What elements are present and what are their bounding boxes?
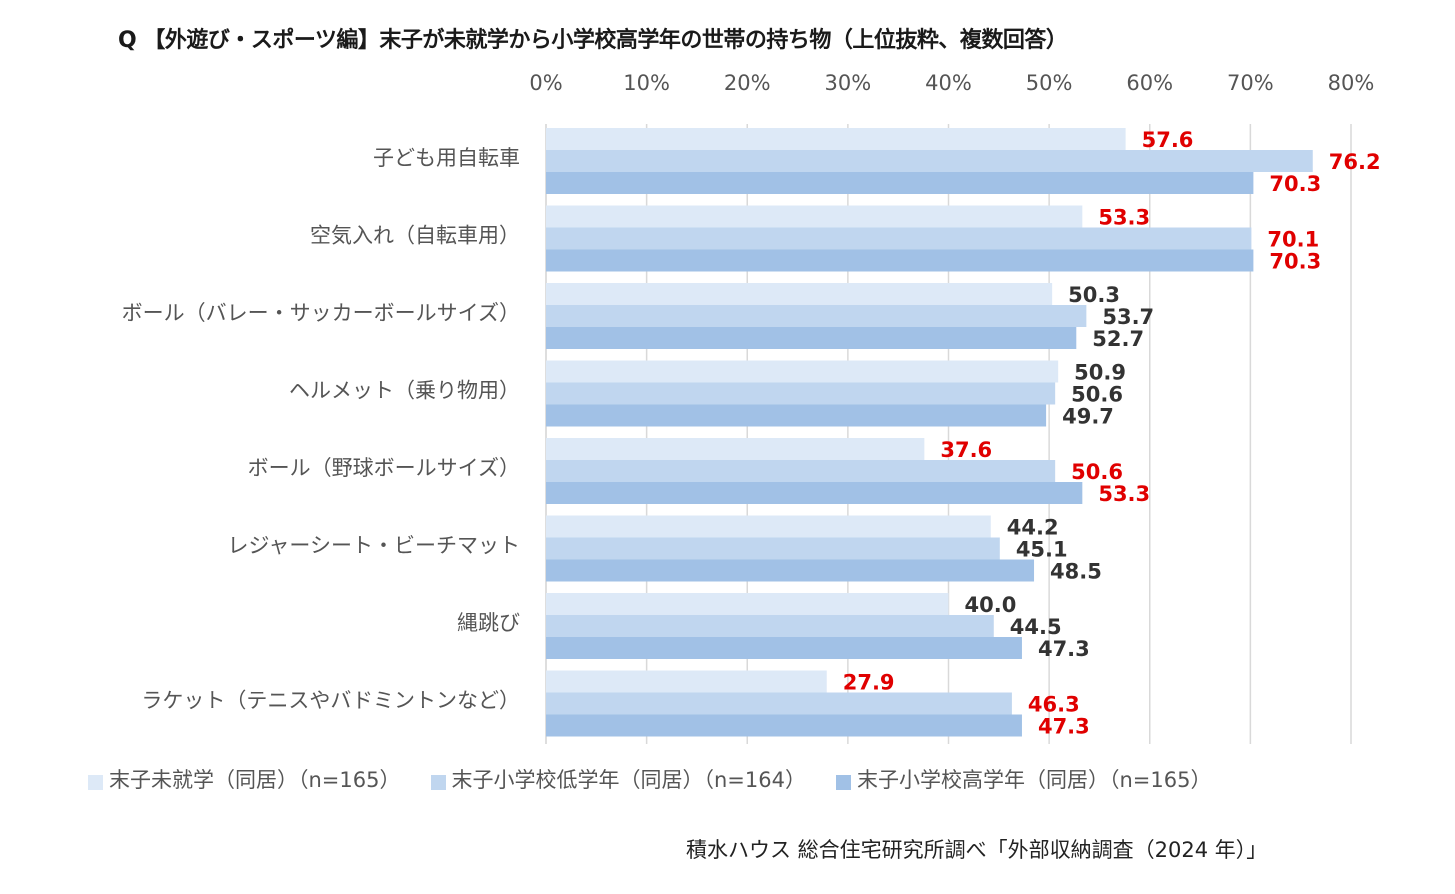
data-label: 49.7	[1062, 405, 1114, 429]
x-tick-label: 10%	[623, 71, 670, 95]
data-label: 40.0	[965, 593, 1017, 617]
bar	[546, 305, 1087, 327]
bar	[546, 128, 1126, 150]
bar	[546, 404, 1047, 427]
bar	[546, 559, 1035, 582]
data-label: 50.9	[1074, 361, 1126, 385]
category-label: ヘルメット（乗り物用）	[289, 379, 520, 403]
bar	[546, 205, 1083, 228]
x-tick-label: 30%	[825, 71, 872, 95]
data-label: 50.6	[1071, 460, 1123, 484]
legend-swatch	[88, 774, 103, 790]
bar	[546, 670, 827, 693]
bar	[546, 360, 1059, 383]
bar	[546, 637, 1022, 659]
chart-title: Q 【外遊び・スポーツ編】末子が未就学から小学校高学年の世帯の持ち物（上位抜粋、…	[118, 28, 1068, 53]
data-label: 27.9	[843, 671, 895, 695]
data-label: 53.3	[1098, 482, 1150, 506]
legend-label: 末子小学校低学年（同居）（n=164）	[451, 768, 807, 792]
category-label: ボール（野球ボールサイズ）	[248, 456, 520, 480]
x-axis-ticks: 0% 10% 20% 30% 40% 50% 60% 70% 80%	[529, 71, 1374, 95]
bar	[546, 438, 925, 460]
category-label: 子ども用自転車	[373, 146, 520, 170]
data-label: 44.5	[1010, 615, 1062, 639]
category-label: レジャーシート・ビーチマット	[227, 534, 520, 558]
data-label: 53.3	[1098, 206, 1150, 230]
data-label: 50.3	[1068, 283, 1120, 307]
data-label: 46.3	[1028, 693, 1080, 717]
legend-item: 末子未就学（同居）（n=165）	[88, 764, 401, 794]
bar	[546, 482, 1083, 504]
bar	[546, 537, 1000, 560]
x-tick-label: 50%	[1026, 71, 1073, 95]
data-label: 57.6	[1142, 128, 1194, 152]
legend-item: 末子小学校低学年（同居）（n=164）	[430, 764, 807, 794]
data-label: 53.7	[1102, 305, 1154, 329]
data-label: 48.5	[1050, 560, 1102, 584]
data-label: 37.6	[940, 438, 992, 462]
bar	[546, 714, 1022, 737]
data-label: 47.3	[1038, 715, 1090, 739]
legend-label: 末子未就学（同居）（n=165）	[109, 768, 401, 792]
bar	[546, 249, 1254, 272]
data-label: 50.6	[1071, 383, 1123, 407]
x-tick-label: 20%	[724, 71, 771, 95]
data-label: 76.2	[1329, 150, 1381, 174]
bar	[546, 615, 994, 637]
legend-swatch	[430, 774, 446, 790]
data-label: 70.3	[1269, 172, 1321, 196]
bar	[546, 172, 1254, 194]
bar	[546, 460, 1056, 482]
x-tick-label: 70%	[1227, 71, 1274, 95]
bar	[546, 283, 1053, 305]
bar	[546, 692, 1012, 715]
bar	[546, 515, 991, 538]
x-tick-label: 0%	[529, 71, 562, 95]
data-labels: 57.676.270.353.370.170.350.353.752.750.9…	[843, 128, 1381, 739]
bar	[546, 327, 1077, 349]
legend: 末子未就学（同居）（n=165） 末子小学校低学年（同居）（n=164） 末子小…	[88, 764, 1242, 794]
source-note: 積水ハウス 総合住宅研究所調べ「外部収納調査（2024 年）」	[686, 838, 1268, 862]
x-tick-label: 60%	[1126, 71, 1173, 95]
category-label: 縄跳び	[457, 611, 520, 635]
data-label: 45.1	[1016, 538, 1068, 562]
legend-item: 末子小学校高学年（同居）（n=165）	[836, 764, 1212, 794]
category-label: ボール（バレー・サッカーボールサイズ）	[122, 301, 520, 325]
data-label: 47.3	[1038, 637, 1090, 661]
legend-swatch	[836, 774, 851, 790]
legend-label: 末子小学校高学年（同居）（n=165）	[857, 768, 1212, 792]
category-label: ラケット（テニスやバドミントンなど）	[141, 689, 520, 713]
bar	[546, 150, 1313, 172]
x-tick-label: 80%	[1328, 71, 1375, 95]
data-label: 70.3	[1269, 250, 1321, 274]
bar	[546, 382, 1056, 405]
data-label: 70.1	[1267, 228, 1319, 252]
bar	[546, 593, 949, 615]
bar	[546, 227, 1252, 250]
x-tick-label: 40%	[925, 71, 972, 95]
bars	[546, 128, 1313, 737]
data-label: 52.7	[1092, 327, 1144, 351]
data-label: 44.2	[1007, 516, 1059, 540]
category-label: 空気入れ（自転車用）	[310, 224, 520, 248]
